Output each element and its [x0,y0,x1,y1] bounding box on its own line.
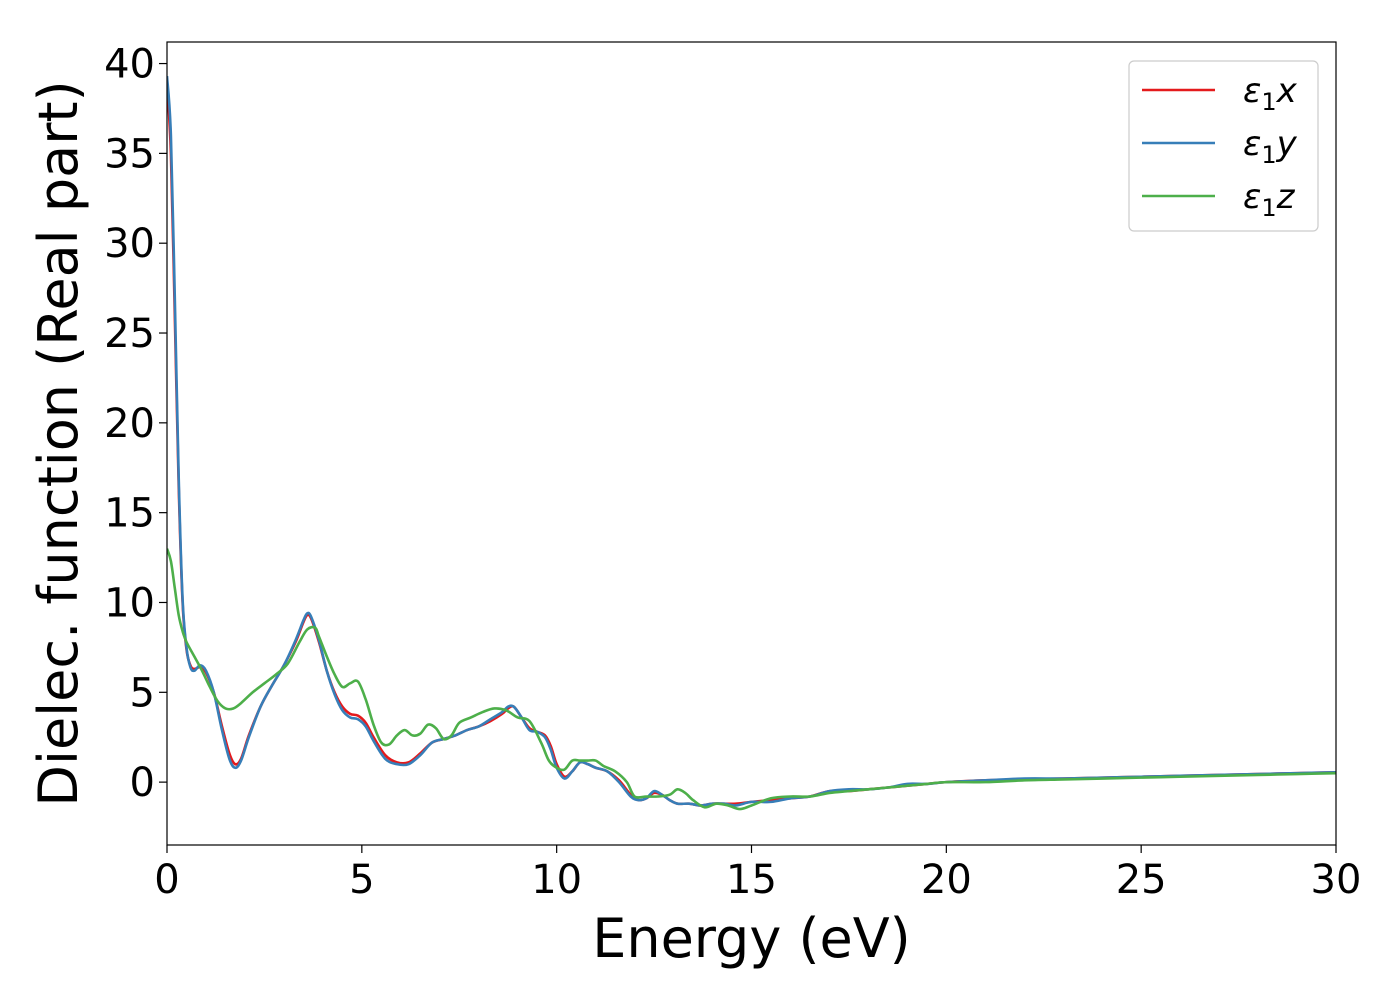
x-tick-label: 15 [726,857,777,903]
x-tick-label: 10 [531,857,582,903]
y-tick-label: 0 [130,760,155,806]
y-tick-label: 30 [104,221,155,267]
x-tick-label: 20 [921,857,972,903]
x-tick-label: 25 [1116,857,1167,903]
y-tick-label: 10 [104,580,155,626]
legend-label-z: ε1z [1243,177,1296,222]
x-axis-title: Energy (eV) [592,907,911,970]
series-line-z [167,548,1336,811]
y-tick-label: 25 [104,311,155,357]
legend-label-y: ε1y [1243,124,1298,169]
x-tick-label: 30 [1311,857,1362,903]
x-tick-label: 0 [154,857,179,903]
legend-label-x: ε1x [1243,71,1298,116]
x-tick-label: 5 [349,857,374,903]
x-axis-ticks: 0 5 10 15 20 25 30 [154,845,1361,903]
y-tick-label: 40 [104,42,155,88]
legend: ε1x ε1y ε1z [1128,60,1319,232]
y-tick-label: 35 [104,131,155,177]
y-tick-label: 15 [104,491,155,537]
legend-box [1128,60,1319,232]
y-axis-ticks: 0 5 10 15 20 25 30 35 40 [104,42,167,806]
series-layer [167,76,1336,811]
series-line-y [167,76,1336,807]
y-tick-label: 5 [130,670,155,716]
y-axis-title: Dielec. function (Real part) [27,80,90,806]
y-tick-label: 20 [104,401,155,447]
